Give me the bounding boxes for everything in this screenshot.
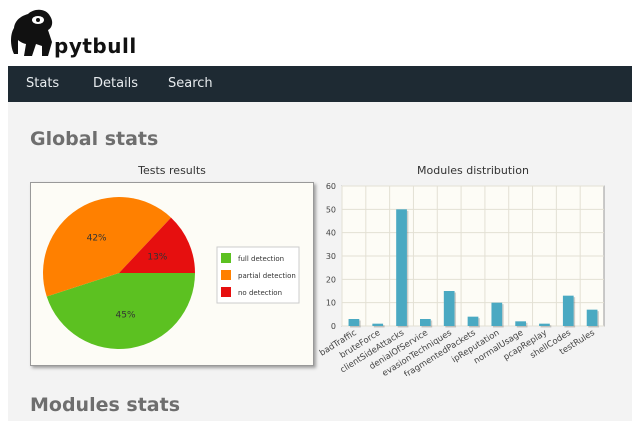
legend-entry: no detection bbox=[238, 289, 282, 297]
legend-swatch bbox=[221, 253, 231, 263]
y-tick-label: 40 bbox=[326, 229, 336, 238]
y-tick-label: 30 bbox=[326, 252, 336, 261]
logo-text: pytbull bbox=[54, 34, 137, 58]
y-tick-label: 20 bbox=[326, 275, 336, 284]
pie-legend: full detection partial detection no detect… bbox=[216, 246, 300, 304]
bar-ipReputation bbox=[491, 302, 503, 326]
bar-pcapReplay bbox=[539, 323, 550, 326]
pie-slice-partial-detection bbox=[43, 197, 172, 297]
pie-value-label: 42% bbox=[87, 234, 107, 244]
bar-denialOfService bbox=[420, 319, 431, 326]
pie-value-label: 45% bbox=[116, 310, 136, 320]
legend-entry: partial detection bbox=[238, 272, 296, 280]
bar-chart: 0 10 20 30 40 50 60 badTrafficbruteForceclient… bbox=[318, 182, 605, 376]
bar-normalUsage bbox=[515, 321, 526, 326]
bar-bruteForce bbox=[372, 323, 384, 326]
bar-shellCodes bbox=[562, 295, 574, 326]
header: pytbull bbox=[0, 0, 640, 66]
bar-testRules bbox=[586, 309, 598, 326]
bar-gridlines bbox=[341, 185, 605, 327]
pie-chart-panel: 45% 42% 13% full detection partial detectio… bbox=[30, 182, 314, 366]
nav-search[interactable]: Search bbox=[168, 76, 213, 91]
pie-chart: 45% 42% 13% full detection partial detectio… bbox=[43, 197, 300, 350]
legend-swatch bbox=[221, 270, 231, 280]
modules-stats-heading: Modules stats bbox=[30, 394, 181, 416]
y-tick-label: 10 bbox=[326, 299, 336, 308]
pie-slice-no-detection bbox=[119, 217, 195, 273]
bar-x-tick-labels: badTrafficbruteForceclientSideAttacksden… bbox=[318, 328, 597, 376]
bar-shadow bbox=[373, 325, 385, 328]
bar-badTraffic bbox=[348, 319, 360, 326]
bar-fragmentedPackets bbox=[467, 316, 479, 326]
pie-chart-title: Tests results bbox=[138, 164, 206, 177]
y-tick-label: 50 bbox=[326, 205, 336, 214]
legend-swatch bbox=[221, 287, 231, 297]
main-content: Global stats Tests results 45% 42% 13% ful… bbox=[8, 102, 632, 421]
bar-evasionTechniques bbox=[443, 291, 455, 326]
bar-y-tick-labels: 0 10 20 30 40 50 60 bbox=[326, 182, 336, 331]
pie-slices bbox=[43, 197, 196, 350]
bar-series bbox=[348, 209, 599, 328]
nav-stats[interactable]: Stats bbox=[26, 76, 60, 91]
y-tick-label: 0 bbox=[331, 322, 336, 331]
bar-shadow bbox=[540, 325, 552, 328]
navbar: Stats Details Search bbox=[8, 66, 632, 102]
bar-chart-title: Modules distribution bbox=[417, 164, 529, 177]
legend-entry: full detection bbox=[238, 255, 284, 263]
gorilla-logo-icon[interactable] bbox=[8, 6, 128, 64]
global-stats-heading: Global stats bbox=[30, 128, 159, 150]
pie-value-label: 13% bbox=[147, 252, 167, 262]
pie-value-labels: 45% 42% 13% bbox=[87, 234, 168, 321]
pie-slice-full-detection bbox=[46, 273, 196, 350]
nav-details[interactable]: Details bbox=[93, 76, 139, 91]
bar-clientSideAttacks bbox=[396, 209, 407, 326]
y-tick-label: 60 bbox=[326, 182, 336, 191]
